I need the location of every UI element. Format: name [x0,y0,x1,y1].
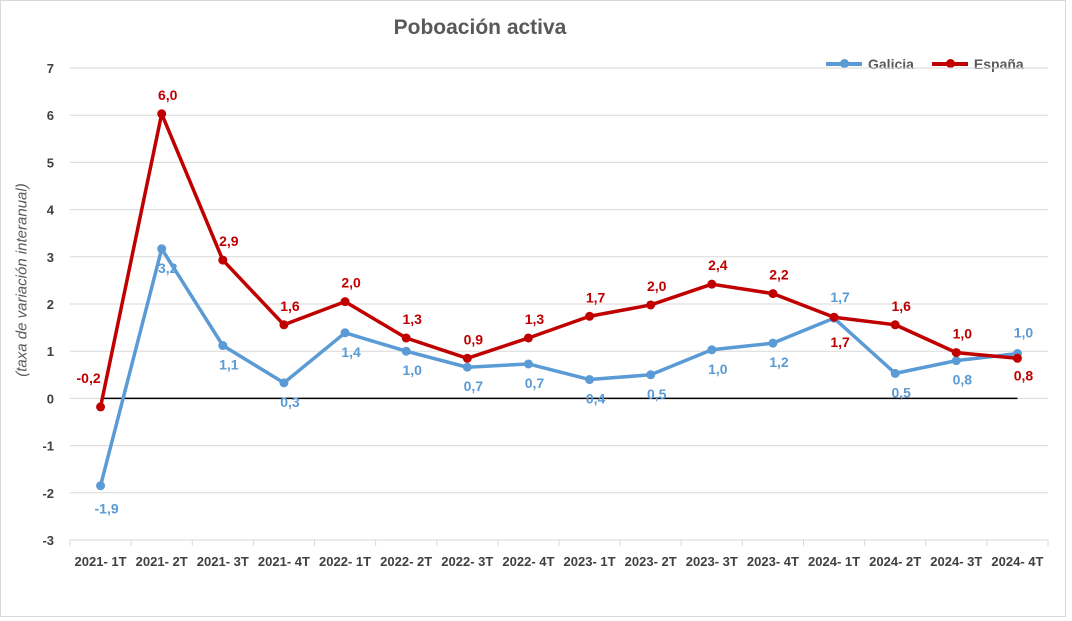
x-tick-label: 2023- 2T [625,554,677,569]
data-label-espana: 0,8 [1014,367,1034,383]
data-label-espana: 1,3 [525,311,545,327]
data-label-espana: 1,6 [891,298,911,314]
data-label-espana: 1,7 [586,289,606,305]
x-tick-label: 2024- 3T [930,554,982,569]
data-label-espana: 1,3 [402,311,422,327]
y-tick-label: 1 [47,344,54,359]
data-point [768,289,778,299]
data-point [462,362,472,372]
y-tick-label: -2 [42,486,54,501]
data-point [707,345,717,355]
data-label-galicia: 0,5 [647,386,667,402]
data-point [279,378,289,388]
data-point [218,341,228,351]
data-label-espana: 6,0 [158,87,178,103]
data-point [829,312,839,322]
data-point [401,346,411,356]
data-label-galicia: 1,0 [402,362,422,378]
data-point [401,333,411,343]
data-point [340,328,350,338]
legend-swatch-galicia [826,59,862,68]
data-label-espana: -0,2 [77,370,101,386]
data-label-espana: 2,9 [219,233,239,249]
data-point [340,297,350,307]
data-label-galicia: 0,7 [525,375,545,391]
data-point [951,348,961,358]
x-tick-label: 2024- 2T [869,554,921,569]
legend-swatch-espana [931,59,968,68]
data-point [523,359,533,369]
data-label-espana: 2,0 [647,278,667,294]
data-point [890,368,900,378]
y-tick-label: -3 [42,533,54,548]
x-tick-label: 2022- 1T [319,554,371,569]
x-tick-label: 2022- 3T [441,554,493,569]
x-tick-label: 2024- 1T [808,554,860,569]
series-line-espana [98,112,1018,408]
data-point [890,320,900,330]
data-point [157,109,167,119]
y-tick-label: -1 [42,439,54,454]
data-point [646,370,656,380]
x-tick-label: 2022- 2T [380,554,432,569]
y-tick-label: 7 [47,61,54,76]
y-tick-label: 0 [47,391,54,406]
data-label-galicia: 3,2 [158,260,178,276]
data-point [523,333,533,343]
y-tick-label: 6 [47,108,54,123]
series-line-galicia [98,247,1018,487]
data-point [585,375,595,385]
data-label-espana: 2,4 [708,257,728,273]
x-tick-label: 2021- 4T [258,554,310,569]
data-point [218,255,228,265]
data-point [646,300,656,310]
data-label-galicia: 1,0 [1014,325,1034,341]
x-tick-label: 2022- 4T [502,554,554,569]
data-label-galicia: 0,3 [280,394,300,410]
y-tick-label: 4 [47,203,55,218]
x-tick-label: 2023- 4T [747,554,799,569]
data-label-espana: 2,2 [769,267,789,283]
x-tick-label: 2023- 1T [564,554,616,569]
data-label-galicia: 0,8 [953,372,973,388]
data-point [707,279,717,289]
data-point [462,353,472,363]
data-point [157,244,167,254]
x-tick-label: 2021- 3T [197,554,249,569]
data-label-espana: 2,0 [341,275,361,291]
data-point [279,320,289,330]
data-label-galicia: 1,4 [341,344,361,360]
x-tick-label: 2021- 2T [136,554,188,569]
chart-title: Poboación activa [393,16,567,39]
y-tick-label: 3 [47,250,54,265]
x-tick-label: 2024- 4T [991,554,1043,569]
data-point [768,338,778,348]
data-point [951,356,961,366]
data-label-galicia: 0,5 [891,384,911,400]
data-label-espana: 1,6 [280,298,300,314]
data-label-galicia: 0,4 [586,391,606,407]
data-label-espana: 1,7 [830,334,850,350]
data-label-galicia: 1,2 [769,354,789,370]
data-label-galicia: 1,1 [219,357,239,373]
data-point [1012,353,1022,363]
data-label-espana: 0,9 [464,331,484,347]
data-label-galicia: 0,7 [464,378,484,394]
y-tick-label: 5 [47,155,54,170]
data-point [96,402,106,412]
data-label-galicia: 1,0 [708,361,728,377]
data-label-espana: 1,0 [953,326,973,342]
x-tick-label: 2023- 3T [686,554,738,569]
data-point [96,481,106,491]
y-tick-label: 2 [47,297,54,312]
data-label-galicia: 1,7 [830,289,850,305]
x-tick-label: 2021- 1T [75,554,127,569]
data-point [585,311,595,321]
data-label-galicia: -1,9 [95,501,119,517]
